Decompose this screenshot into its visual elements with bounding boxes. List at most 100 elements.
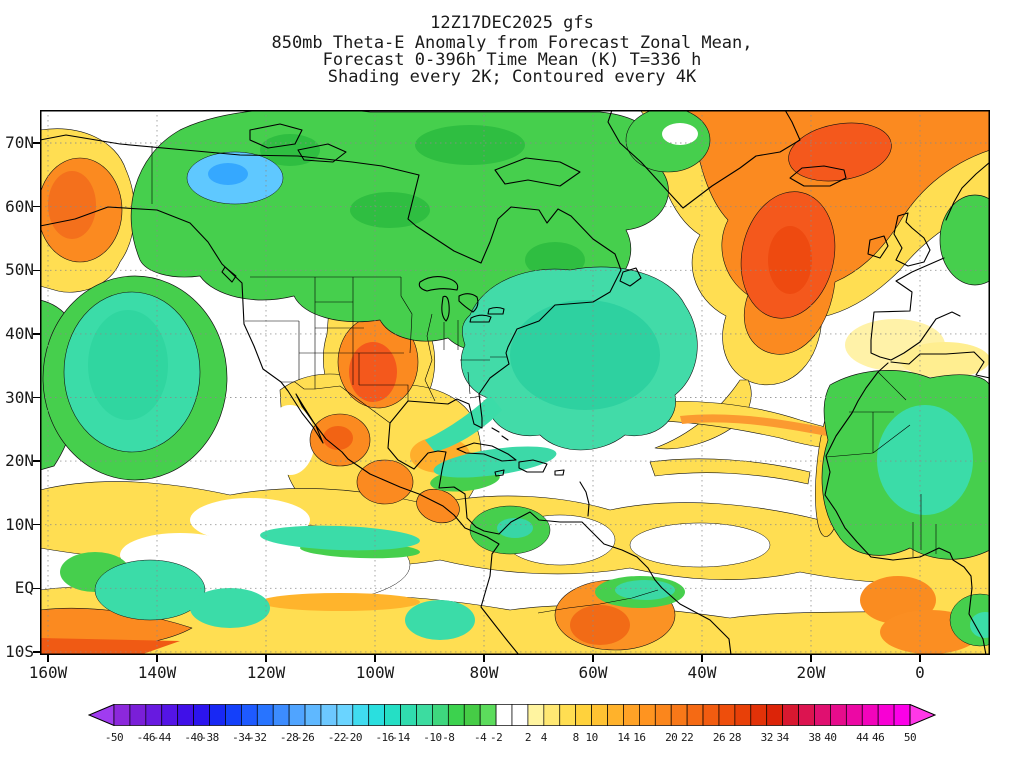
lon-tick	[483, 655, 485, 662]
coast-north-america-east	[39, 134, 622, 535]
shade-midband-orange	[260, 593, 420, 611]
colorbar-segment	[256, 704, 274, 726]
lon-label-0: 0	[915, 663, 925, 682]
lat-label-60N: 60N	[5, 196, 34, 216]
coast-greenland	[607, 109, 801, 209]
shading-layer	[37, 107, 1011, 656]
shade-atlantic-core-teal	[510, 300, 660, 410]
coast-jamaica	[494, 469, 505, 477]
colorbar-tick-label: 4	[540, 731, 548, 744]
lat-label-50N: 50N	[5, 260, 34, 280]
colorbar-tick-label: -40	[184, 731, 203, 744]
lat-tick	[33, 460, 40, 462]
coast-norway	[945, 161, 991, 221]
colorbar-segment	[479, 704, 497, 726]
shade-pac10n-teal-streak	[260, 525, 420, 551]
lat-tick	[33, 142, 40, 144]
colorbar-segment	[495, 704, 513, 726]
colorbar-segment	[209, 704, 226, 726]
shade-atlantic-tongue	[425, 395, 502, 452]
colorbar-segment	[845, 704, 863, 726]
colorbar-tick-label: -2	[489, 731, 503, 744]
title-variable-line: 850mb Theta-E Anomaly from Forecast Zona…	[271, 33, 753, 53]
colorbar-segment	[177, 704, 194, 726]
colorbar-tick-label: -44	[152, 731, 172, 744]
shade-sa-coast-teal	[405, 600, 475, 640]
shade-sa-east-core	[570, 605, 630, 645]
coast-ireland	[867, 235, 889, 259]
shade-nafrica-yellow	[900, 342, 990, 378]
colorbar-segment	[639, 704, 656, 726]
state-country-borders	[151, 146, 937, 614]
colorbar-tick-label: 34	[776, 731, 790, 744]
coast-lesser-antilles	[579, 481, 590, 517]
lat-tick	[33, 523, 40, 526]
colorbar-tick-label: -32	[248, 731, 267, 744]
lon-label-40W: 40W	[687, 663, 717, 682]
shade-canada-deepgreen3	[525, 242, 585, 278]
colorbar-tick-label: -14	[391, 731, 410, 744]
colorbar-tick-label: 22	[680, 731, 694, 744]
lat-label-10S: 10S	[5, 641, 34, 661]
colorbar-tick-label: -8	[442, 731, 455, 744]
lat-label-10N: 10N	[5, 514, 34, 534]
colorbar-segment	[161, 704, 179, 726]
coast-great-lakes	[418, 276, 505, 323]
colorbar-tick-label: 10	[585, 731, 598, 744]
colorbar-tick-label: 40	[824, 731, 837, 744]
colorbar-segment	[766, 704, 783, 726]
colorbar-segment	[527, 704, 545, 726]
colorbar-segment	[861, 704, 879, 726]
shade-bottomleft-deep	[40, 638, 180, 655]
colorbar-tick-label: 16	[633, 731, 646, 744]
shade-yukon-blue	[208, 163, 248, 185]
colorbar-segment	[400, 704, 417, 726]
map-canvas	[37, 107, 1011, 656]
colorbar-tick-label: 26	[712, 731, 726, 744]
coast-puerto-rico	[554, 469, 565, 476]
colorbar-segment	[750, 704, 768, 726]
colorbar-segment	[241, 704, 258, 726]
colorbar-segment	[288, 704, 306, 726]
colorbar-tick-label: -10	[423, 731, 442, 744]
shade-canada-deepgreen2	[415, 125, 525, 165]
shade-natl-core-deep	[768, 226, 812, 294]
colorbar-segment	[511, 704, 529, 726]
shade-gulf-alaska-core	[48, 171, 96, 239]
lat-tick	[33, 205, 40, 208]
shade-atl10n-white	[629, 522, 771, 568]
title-legend-line: Shading every 2K; Contoured every 4K	[327, 67, 697, 87]
lat-tick	[33, 333, 40, 335]
lat-label-EQ: EQ	[14, 578, 34, 598]
lon-tick	[919, 655, 921, 662]
colorbar-segment	[384, 704, 401, 726]
shade-mexico-orange2	[356, 459, 414, 505]
title-forecast-line: Forecast 0-396h Time Mean (K) T=336 h	[322, 50, 702, 70]
lon-tick	[156, 655, 158, 662]
lon-tick	[701, 655, 703, 662]
lon-label-80W: 80W	[469, 663, 499, 682]
colorbar-tick-label: -38	[200, 731, 219, 744]
coast-south-america-north	[498, 511, 732, 656]
colorbar-segment	[782, 704, 799, 726]
colorbar-segment	[447, 704, 465, 726]
coastlines	[39, 109, 991, 656]
lon-label-120W: 120W	[246, 663, 286, 682]
colorbar-segment	[686, 704, 704, 726]
colorbar-segment	[304, 704, 322, 726]
lat-tick	[33, 396, 40, 399]
colorbar-segment	[368, 704, 385, 726]
colorbar-tick-label: 14	[617, 731, 630, 744]
colorbar-segment	[129, 704, 147, 726]
colorbar-segment	[623, 704, 640, 726]
shade-pacific-core-teal	[88, 310, 168, 420]
colorbar-segment	[702, 704, 720, 726]
lon-tick	[265, 655, 267, 662]
colorbar-tick-label: 2	[524, 731, 532, 744]
colorbar-segment	[575, 704, 592, 726]
coast-vancouver-island	[221, 266, 237, 283]
lat-label-30N: 30N	[5, 387, 34, 407]
coast-bahamas	[491, 427, 509, 441]
colorbar-segment	[559, 704, 577, 726]
